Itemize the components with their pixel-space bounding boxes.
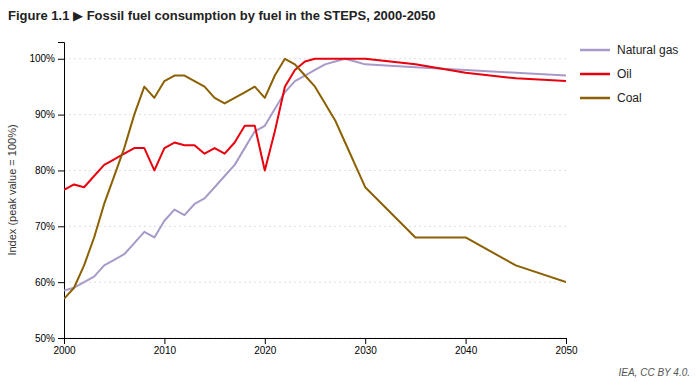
y-tick: 80% (35, 165, 64, 176)
x-tick: 2010 (154, 338, 177, 356)
x-tick-mark (466, 338, 467, 344)
x-tick-mark (365, 338, 366, 344)
series-line (64, 59, 566, 291)
legend-label: Coal (617, 91, 642, 105)
x-tick: 2020 (254, 338, 277, 356)
y-tick: 50% (35, 333, 64, 344)
legend-label: Natural gas (617, 43, 678, 57)
y-tick-mark (58, 59, 64, 60)
x-tick-mark (164, 338, 165, 344)
x-tick-label: 2040 (455, 345, 478, 356)
y-tick-label: 90% (35, 109, 55, 120)
y-tick-label: 70% (35, 221, 55, 232)
x-tick-label: 2010 (154, 345, 177, 356)
x-tick-label: 2030 (355, 345, 378, 356)
chart-title: Figure 1.1 ▶ Fossil fuel consumption by … (8, 8, 436, 23)
x-tick-label: 2000 (53, 345, 76, 356)
x-tick: 2050 (555, 338, 578, 356)
legend-label: Oil (617, 67, 632, 81)
x-axis: 2000 2010 2020 2030 2040 2050 (53, 338, 578, 356)
y-axis-title: Index (peak value = 100%) (6, 124, 18, 255)
y-axis-line (58, 43, 65, 339)
y-tick-mark (58, 338, 64, 339)
y-tick-mark (58, 170, 64, 171)
grid-line (64, 226, 566, 227)
x-tick: 2030 (355, 338, 378, 356)
plot-area (64, 59, 566, 299)
legend: Natural gas Oil Coal (580, 43, 678, 105)
y-tick-label: 50% (35, 333, 55, 344)
y-axis: 50% 60% 70% 80% 90% 100% (29, 43, 64, 344)
y-tick: 60% (35, 277, 64, 288)
y-tick-mark (58, 115, 64, 116)
grid-line (64, 282, 566, 283)
series-line (64, 59, 566, 299)
y-tick: 100% (29, 53, 64, 64)
series-line (64, 59, 566, 190)
grid (64, 59, 566, 338)
y-tick: 70% (35, 221, 64, 232)
y-tick-label: 80% (35, 165, 55, 176)
x-tick: 2040 (455, 338, 478, 356)
legend-swatch (580, 97, 610, 100)
x-axis-line (65, 339, 567, 345)
x-tick: 2000 (53, 338, 76, 356)
y-tick: 90% (35, 109, 64, 120)
legend-swatch (580, 73, 610, 76)
legend-swatch (580, 49, 610, 52)
y-tick-label: 60% (35, 277, 55, 288)
x-tick-mark (566, 338, 567, 344)
x-tick-mark (265, 338, 266, 344)
chart-container: Figure 1.1 ▶ Fossil fuel consumption by … (0, 0, 696, 382)
y-tick-mark (58, 282, 64, 283)
x-tick-label: 2020 (254, 345, 277, 356)
y-tick-mark (58, 226, 64, 227)
chart-svg: Figure 1.1 ▶ Fossil fuel consumption by … (0, 0, 696, 382)
annotation: IEA, CC BY 4.0. (618, 367, 690, 378)
y-tick-label: 100% (29, 53, 55, 64)
x-tick-label: 2050 (555, 345, 578, 356)
grid-line (64, 114, 566, 115)
grid-line (64, 170, 566, 171)
